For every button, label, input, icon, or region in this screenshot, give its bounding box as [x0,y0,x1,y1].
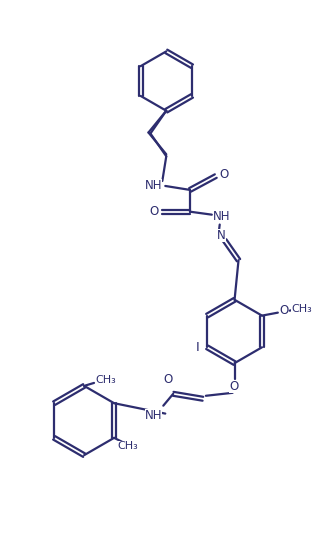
Text: O: O [279,304,288,317]
Text: NH: NH [145,409,162,422]
Text: O: O [229,380,238,393]
Text: CH₃: CH₃ [95,375,116,385]
Text: CH₃: CH₃ [291,304,312,314]
Text: N: N [217,229,226,242]
Text: O: O [164,373,173,387]
Text: CH₃: CH₃ [118,441,138,451]
Text: NH: NH [213,210,230,223]
Text: O: O [150,205,159,218]
Text: O: O [219,168,228,180]
Text: NH: NH [145,179,162,193]
Text: I: I [195,341,199,354]
